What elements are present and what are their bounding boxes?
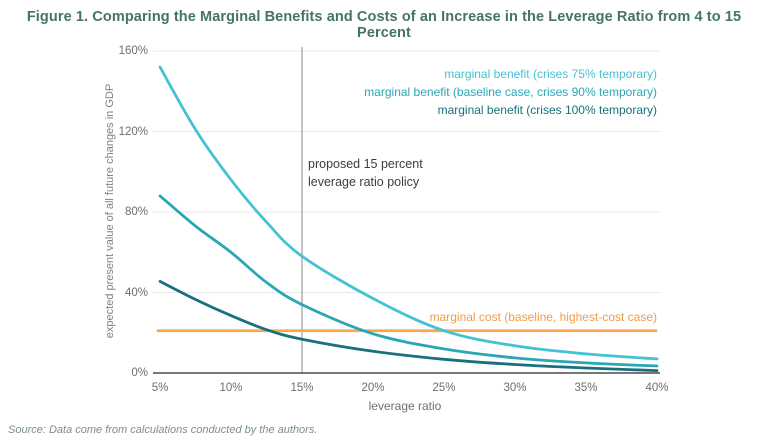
policy-annotation: proposed 15 percent leverage ratio polic… xyxy=(308,156,423,191)
x-tick-label-35: 35% xyxy=(574,382,598,394)
series-line-benefit-0 xyxy=(158,65,659,361)
legend-item-benefit-1: marginal benefit (baseline case, crises … xyxy=(364,85,657,99)
legend-item-benefit-0: marginal benefit (crises 75% temporary) xyxy=(444,67,657,81)
x-tick-label-30: 30% xyxy=(503,382,527,394)
y-axis-title: expected present value of all future cha… xyxy=(104,83,116,339)
figure-title: Figure 1. Comparing the Marginal Benefit… xyxy=(26,9,742,41)
x-tick-label-15: 15% xyxy=(290,382,314,394)
x-tick-label-40: 40% xyxy=(645,382,669,394)
chart-legend: marginal benefit (crises 75% temporary) m… xyxy=(364,65,657,119)
source-note: Source: Data come from calculations cond… xyxy=(8,424,318,436)
y-tick-label-0: 0% xyxy=(131,367,148,379)
y-tick-label-40: 40% xyxy=(124,286,148,299)
y-tick-label-80: 80% xyxy=(124,206,148,218)
series-line-benefit-1 xyxy=(158,194,659,368)
y-tick-label-120: 120% xyxy=(118,125,148,138)
policy-annotation-line-2: leverage ratio policy xyxy=(308,174,420,189)
cost-line-label: marginal cost (baseline, highest-cost ca… xyxy=(429,310,657,324)
x-tick-label-5: 5% xyxy=(151,382,169,394)
y-tick-label-160: 160% xyxy=(118,45,148,57)
policy-annotation-line-1: proposed 15 percent xyxy=(308,157,423,171)
x-tick-label-20: 20% xyxy=(361,382,385,394)
series-line-benefit-2 xyxy=(158,280,659,372)
x-axis-title: leverage ratio xyxy=(368,399,442,413)
x-tick-label-25: 25% xyxy=(432,382,456,394)
legend-item-benefit-2: marginal benefit (crises 100% temporary) xyxy=(437,103,657,117)
x-tick-label-10: 10% xyxy=(219,382,243,394)
